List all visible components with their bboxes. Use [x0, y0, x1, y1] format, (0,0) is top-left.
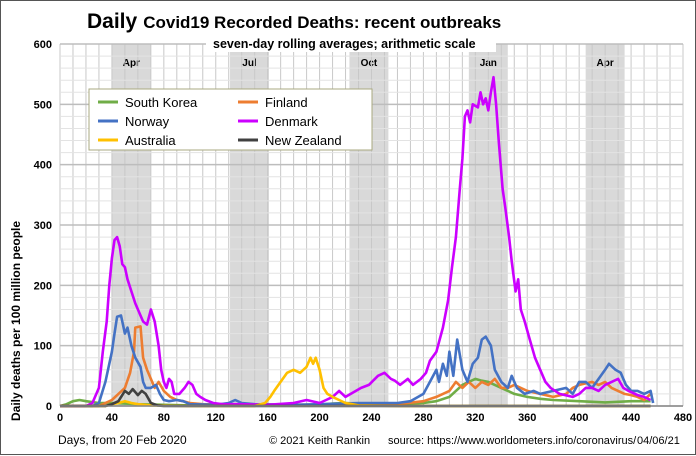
y-axis-label: Daily deaths per 100 million people — [9, 221, 23, 421]
x-tick-label: 200 — [310, 412, 328, 424]
x-tick-label: 40 — [106, 412, 118, 424]
series-line-norway — [60, 314, 655, 408]
x-tick-label: 120 — [207, 412, 225, 424]
x-tick-label: 0 — [57, 412, 63, 424]
y-tick-label: 400 — [34, 160, 52, 172]
y-tick-label: 600 — [34, 39, 52, 51]
month-label: Apr — [123, 58, 140, 69]
y-tick-label: 300 — [34, 220, 52, 232]
title-rest: Covid19 Recorded Deaths: recent outbreak… — [143, 13, 501, 32]
month-label: Oct — [361, 58, 378, 69]
legend-label: Denmark — [265, 114, 318, 129]
legend-label: Finland — [265, 95, 308, 110]
x-tick-label: 480 — [674, 412, 692, 424]
legend-label: Australia — [125, 133, 176, 148]
x-tick-label: 80 — [158, 412, 170, 424]
y-tick-label: 500 — [34, 99, 52, 111]
title-bold: Daily — [87, 10, 138, 33]
x-tick-label: 440 — [622, 412, 640, 424]
legend: South Korea Finland Norway Denmark Australia… — [88, 88, 373, 151]
chart-title: Daily Covid19 Recorded Deaths: recent out… — [87, 10, 501, 33]
x-tick-label: 240 — [362, 412, 380, 424]
chart-subtitle: seven-day rolling averages; arithmetic s… — [213, 37, 476, 51]
x-tick-label: 360 — [518, 412, 536, 424]
y-tick-label: 100 — [34, 341, 52, 353]
x-tick-label: 280 — [414, 412, 432, 424]
x-tick-label: 320 — [466, 412, 484, 424]
subtitle-background — [206, 35, 496, 52]
x-axis-label: Days, from 20 Feb 2020 — [58, 433, 187, 447]
series-line-denmark — [60, 75, 652, 408]
month-label: Jul — [242, 58, 257, 69]
x-tick-label: 160 — [258, 412, 276, 424]
legend-box — [88, 88, 373, 151]
legend-label: South Korea — [125, 95, 198, 110]
legend-label: Norway — [125, 114, 170, 129]
series-line-australia — [60, 356, 651, 408]
copyright-text: © 2021 Keith Rankin — [269, 435, 370, 447]
legend-label: New Zealand — [265, 133, 342, 148]
series-line-new-zealand — [60, 387, 651, 408]
date-text: 04/06/21 — [637, 435, 680, 447]
x-tick-label: 400 — [570, 412, 588, 424]
y-tick-label: 200 — [34, 280, 52, 292]
y-tick-label: 0 — [46, 401, 52, 413]
source-text: source: https://www.worldometers.info/co… — [388, 435, 637, 447]
